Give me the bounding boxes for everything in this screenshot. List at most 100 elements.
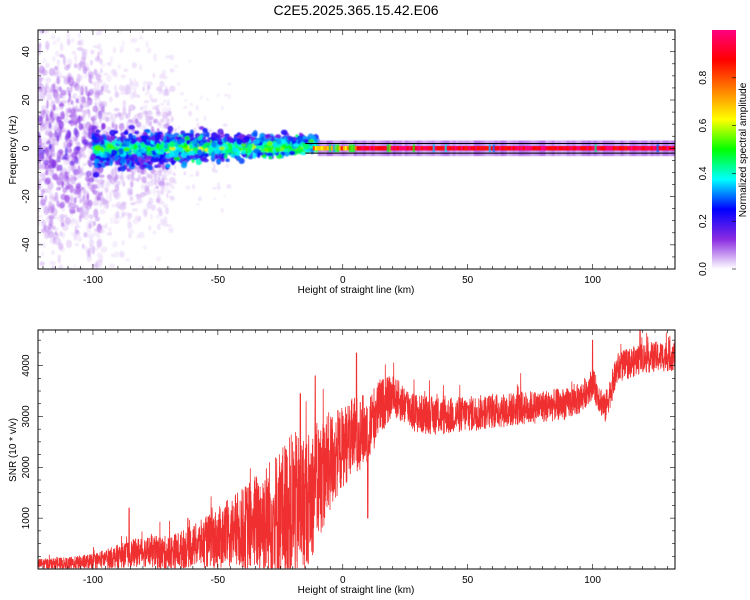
spectrogram-cell	[142, 104, 148, 110]
spectrogram-cell	[64, 217, 71, 226]
snr-frame	[37, 329, 676, 570]
spectral-line-band	[305, 142, 675, 154]
spectrogram-cell	[164, 20, 170, 25]
spectrogram-cell	[109, 263, 116, 269]
spectrogram-cell	[95, 129, 101, 134]
spectrogram-cell	[129, 196, 134, 201]
spectral-line-cell	[668, 146, 671, 151]
spectrogram-cell	[92, 200, 99, 207]
spectrogram-cell	[267, 152, 274, 157]
spectrogram-cell	[146, 86, 150, 95]
spectrogram-cell	[79, 198, 83, 204]
spectral-line-cell	[484, 146, 487, 151]
spectral-line-cell	[518, 146, 521, 151]
spectrogram-cell	[157, 173, 161, 180]
spectrogram-cell	[74, 204, 79, 209]
spectrogram-cell	[162, 173, 167, 179]
spectrogram-cell	[165, 224, 173, 228]
spectrogram-cell	[103, 72, 108, 76]
spectrogram-cell	[214, 155, 221, 159]
spectral-line-cell	[486, 146, 489, 151]
spectrogram-cell	[173, 164, 176, 170]
spectrogram-cell	[104, 291, 107, 297]
spectrogram-cell	[162, 203, 169, 209]
spectral-line-cell	[620, 146, 623, 151]
spectrogram-cell	[76, 235, 83, 243]
spectrogram-cell	[144, 184, 148, 192]
spectrogram-cell	[246, 143, 253, 149]
spectrogram-cell	[120, 178, 125, 184]
spectrogram-cell	[168, 227, 174, 233]
spectral-line-cell	[436, 146, 439, 151]
spectrogram-cell	[135, 234, 141, 239]
spectrogram-cell	[67, 108, 72, 114]
spectrogram-cell	[281, 139, 287, 145]
spectrogram-cell	[39, 172, 47, 178]
spectrogram-cell	[117, 64, 121, 70]
spectrogram-cell	[91, 115, 97, 121]
spectrogram-cell	[89, 59, 94, 66]
spectrogram-cell	[199, 156, 206, 162]
spectrogram-cell	[121, 86, 126, 93]
spectrogram-cell	[42, 57, 47, 64]
spectrogram-cell	[83, 232, 88, 238]
spectrogram-cell	[186, 152, 193, 156]
spectral-line-cell	[356, 146, 359, 151]
spectrogram-cell	[60, 42, 64, 52]
spectral-line-cell	[652, 146, 655, 151]
spectrogram-cell	[76, 40, 82, 46]
spectrogram-cell	[54, 231, 58, 236]
spectrogram-cell	[100, 63, 106, 68]
spectrogram-cell	[92, 120, 95, 126]
spectrogram-cell	[61, 181, 65, 189]
spectral-line-cell	[662, 146, 665, 151]
spectrogram-cell	[65, 171, 70, 179]
spectral-line-cell	[604, 146, 607, 151]
y-tick-label: 2000	[21, 456, 32, 479]
spectrogram-cell	[95, 73, 101, 81]
spectrogram-cell	[253, 148, 259, 154]
spectrogram-cell	[223, 194, 226, 198]
spectrogram-cell	[167, 125, 174, 132]
spectrogram-cell	[125, 258, 131, 262]
spectrogram-cell	[164, 88, 170, 97]
spectrogram-cell	[49, 260, 57, 266]
spectrogram-cell	[203, 115, 207, 121]
spectrogram-cell	[185, 185, 191, 190]
spectrogram-cell	[58, 202, 65, 209]
spectrogram-cell	[94, 56, 100, 62]
spectrogram-cell	[96, 239, 102, 249]
spectral-line-cell	[478, 146, 481, 151]
spectrogram-cell	[123, 68, 129, 73]
spectrogram-cell	[136, 122, 141, 129]
spectrogram-cell	[112, 46, 117, 54]
spectral-line-cell	[556, 146, 559, 151]
spectrogram-cell	[205, 131, 210, 138]
spectrogram-cell	[143, 209, 148, 218]
spectrogram-cell	[163, 124, 166, 129]
spectrogram-cell	[68, 164, 75, 172]
spectrogram-cell	[116, 140, 122, 145]
spectral-line-cell	[576, 146, 579, 151]
spectral-line-cell	[646, 146, 649, 151]
spectrogram-cell	[75, 98, 79, 104]
spectrogram-cell	[86, 99, 93, 106]
spectrogram-cell	[224, 93, 228, 97]
spectrogram-cell	[100, 139, 105, 145]
spectrogram-cell	[260, 135, 265, 143]
spectrogram-cell	[132, 218, 139, 225]
spectral-line-cell	[336, 144, 340, 153]
spectral-line-cell	[614, 146, 617, 151]
spectrogram-cell	[120, 136, 125, 144]
spectrogram-cell	[45, 113, 49, 122]
spectrogram-cell	[122, 100, 127, 107]
y-tick-label: -20	[21, 189, 32, 204]
spectrogram-cell	[66, 38, 71, 46]
spectral-line-cell	[342, 146, 345, 151]
spectrogram-cell	[297, 147, 301, 155]
x-tick-label: 50	[462, 275, 474, 286]
spectrogram-cell	[102, 186, 108, 192]
y-tick-label: 4000	[21, 354, 32, 377]
spectrogram-cell	[165, 26, 168, 29]
spectral-line-cell	[528, 146, 531, 151]
